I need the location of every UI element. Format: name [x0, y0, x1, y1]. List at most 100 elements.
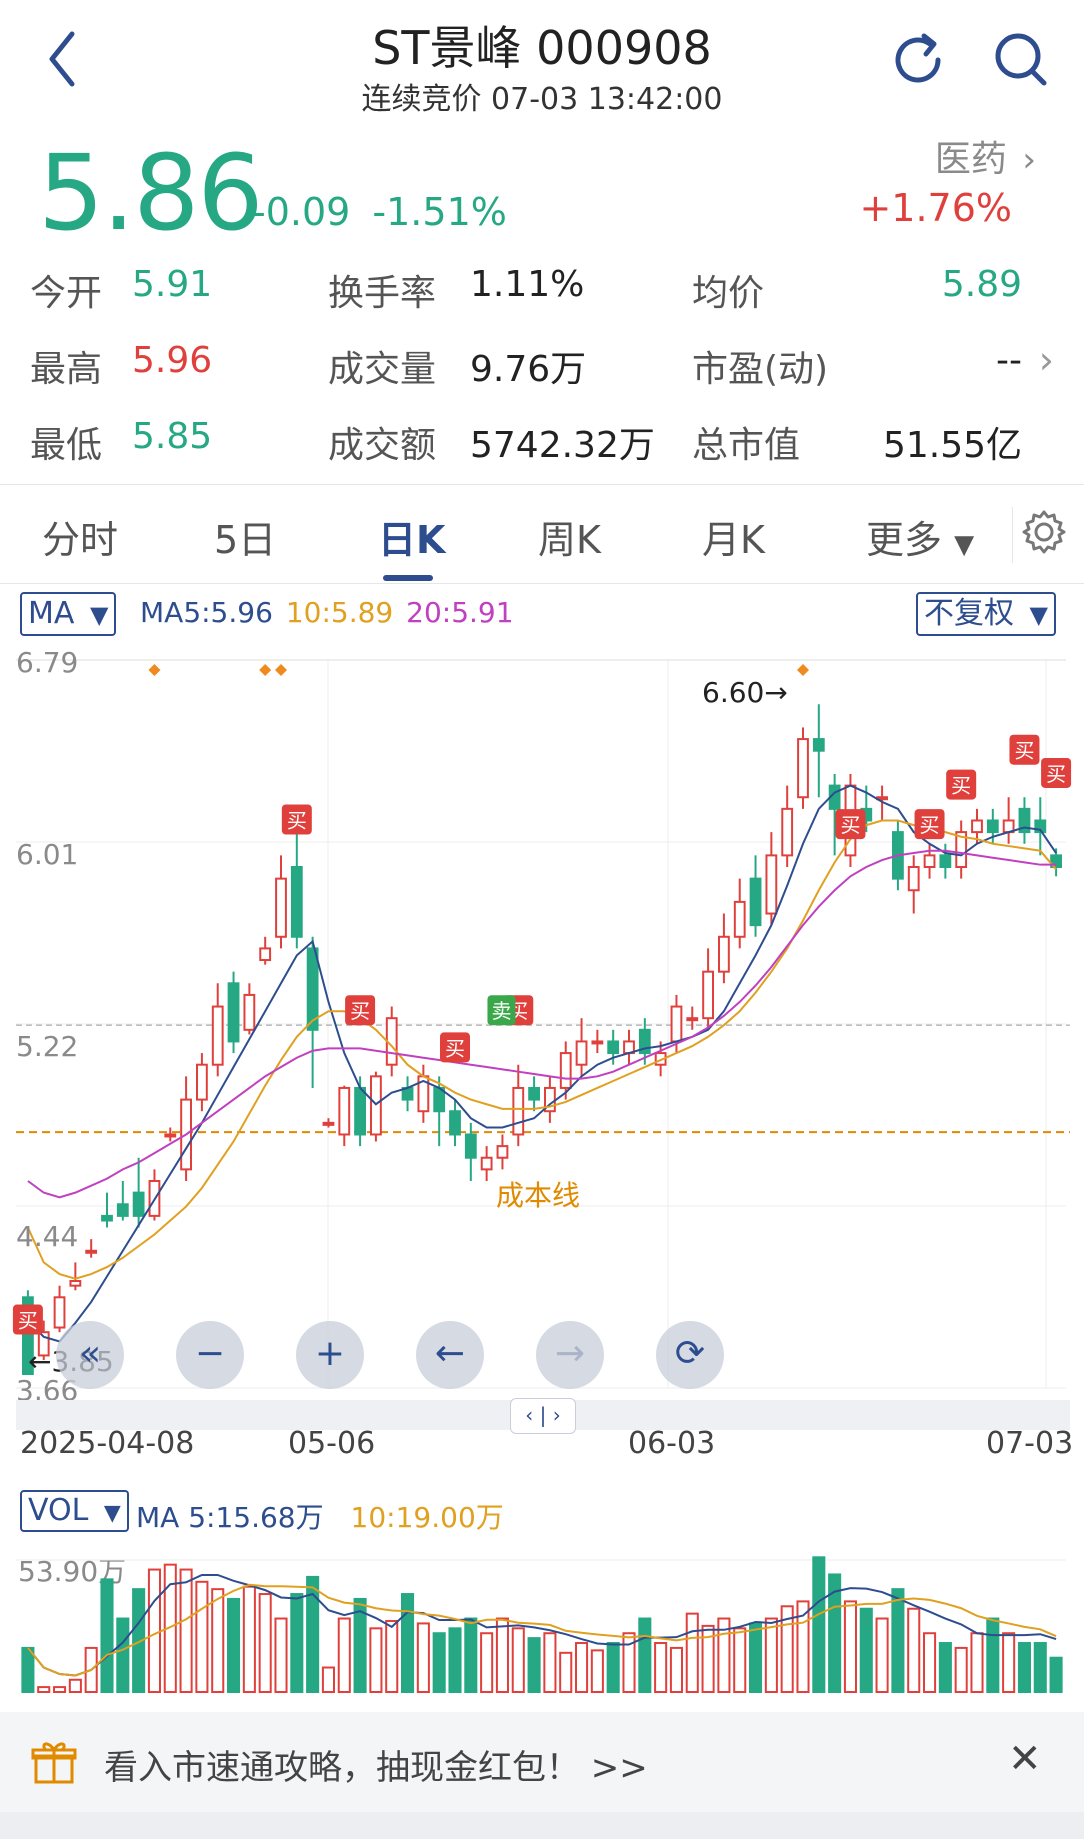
volume-chart[interactable]	[0, 1540, 1084, 1700]
candle-body	[670, 1005, 683, 1043]
volume-bar	[638, 1617, 652, 1693]
candle-body	[354, 1086, 366, 1136]
range-handle[interactable]: ‹ | ›	[510, 1398, 576, 1434]
search-button[interactable]	[990, 28, 1054, 92]
buy-marker: 买	[914, 809, 945, 840]
volume-bar	[211, 1588, 225, 1693]
volume-bar	[575, 1642, 589, 1693]
stat-value: 5.89	[941, 264, 1022, 305]
stat-value: 51.55亿	[882, 425, 1022, 466]
refresh-button[interactable]	[890, 30, 950, 90]
volume-bar	[622, 1632, 636, 1693]
zoom-fit-button[interactable]: «	[56, 1321, 124, 1389]
candle-body	[53, 1296, 66, 1329]
rotate-button[interactable]: ⟳	[656, 1321, 724, 1389]
volume-bar	[21, 1646, 35, 1693]
candle-body	[907, 866, 920, 892]
pan-right-button[interactable]: →	[536, 1321, 604, 1389]
tab-more[interactable]: 更多 ▼	[866, 509, 974, 564]
buy-marker-text: 买	[445, 1036, 465, 1060]
sell-marker-text: 卖	[491, 999, 511, 1023]
volume-bar	[938, 1642, 952, 1693]
zoom-out-button[interactable]: −	[176, 1321, 244, 1389]
volume-bar	[559, 1651, 573, 1694]
tab-5day[interactable]: 5日	[214, 518, 277, 562]
volume-bar	[1049, 1656, 1063, 1693]
volume-bar	[321, 1666, 335, 1693]
candle-body	[22, 1296, 34, 1376]
zoom-in-button[interactable]: +	[296, 1321, 364, 1389]
event-marker	[275, 664, 287, 676]
ma-selector[interactable]: MA ▼	[20, 592, 117, 636]
candle-body	[290, 866, 303, 938]
volume-bar	[606, 1642, 620, 1693]
candle-body	[986, 819, 999, 834]
stat-label: 最高	[30, 349, 103, 390]
settings-button[interactable]	[1012, 507, 1075, 563]
candle-body	[1018, 807, 1031, 834]
gear-icon	[1022, 510, 1066, 554]
candle-body	[211, 1005, 224, 1066]
volume-bar	[527, 1637, 541, 1694]
vol-ma5-line	[27, 1573, 1057, 1677]
high-price-marker: 6.60→	[702, 676, 788, 709]
volume-bar	[685, 1612, 699, 1693]
sector-change: +1.76%	[859, 186, 1012, 230]
volume-bar	[353, 1597, 367, 1693]
volume-bar	[780, 1605, 794, 1693]
tab-monthly-k[interactable]: 月K	[702, 518, 765, 562]
volume-bar	[306, 1575, 320, 1694]
close-icon[interactable]: ✕	[1008, 1736, 1042, 1782]
price-tick: 6.01	[16, 838, 79, 871]
candle-body	[322, 1121, 335, 1126]
volume-bar	[416, 1622, 430, 1693]
volume-bar	[843, 1600, 857, 1693]
candle-body	[449, 1110, 461, 1136]
candle-body	[259, 947, 272, 962]
ma10-value: 10:5.89	[285, 596, 394, 629]
candle-body	[69, 1280, 82, 1287]
buy-marker: 买	[1041, 757, 1072, 788]
volume-bar	[385, 1619, 399, 1693]
arrow-left-icon: ←	[434, 1333, 466, 1374]
buy-marker-bg	[835, 809, 866, 840]
volume-bar	[859, 1607, 873, 1693]
caret-down-icon: ▼	[103, 1501, 121, 1526]
volume-bar	[796, 1600, 810, 1693]
volume-bar	[37, 1686, 51, 1693]
vol-selector[interactable]: VOL ▼	[20, 1490, 129, 1532]
candle-body	[749, 877, 762, 927]
sell-marker: 卖	[487, 995, 516, 1026]
volume-bar	[1017, 1642, 1031, 1693]
tab-daily-k[interactable]: 日K	[378, 518, 446, 562]
volume-bar	[369, 1627, 383, 1693]
adjust-selector[interactable]: 不复权 ▼	[916, 592, 1057, 636]
volume-bar	[875, 1617, 889, 1693]
buy-marker-bg	[345, 995, 376, 1026]
event-marker	[259, 664, 272, 676]
sector-link[interactable]: 医药 ›	[935, 130, 1036, 182]
buy-marker-bg	[12, 1304, 43, 1335]
chevron-right-icon[interactable]: ›	[1038, 338, 1054, 382]
stats-grid: 今开 5.91 换手率 1.11% 均价 5.89 最高 5.96 成交量 9.…	[0, 258, 1084, 468]
tab-more-label: 更多	[866, 518, 943, 562]
ma-selector-label: MA	[28, 596, 75, 631]
sell-marker-bg	[487, 995, 516, 1026]
event-marker	[797, 664, 809, 676]
price-change: -0.09 -1.51%	[252, 190, 507, 234]
tab-weekly-k[interactable]: 周K	[538, 518, 601, 562]
tab-intraday[interactable]: 分时	[42, 518, 119, 562]
volume-bar	[907, 1607, 921, 1693]
volume-bar	[701, 1624, 715, 1693]
pan-left-button[interactable]: ←	[416, 1321, 484, 1389]
volume-bar	[147, 1568, 161, 1694]
sector-name: 医药	[934, 139, 1007, 180]
stat-value: 9.76万	[470, 349, 587, 390]
promo-banner[interactable]: 看入市速通攻略，抽现金红包！ >> ✕	[0, 1712, 1084, 1812]
volume-bar	[274, 1617, 288, 1693]
chevron-right-icon: ›	[1022, 140, 1036, 180]
back-button[interactable]	[40, 24, 90, 94]
volume-bar	[812, 1556, 826, 1693]
volume-bar	[954, 1646, 968, 1693]
